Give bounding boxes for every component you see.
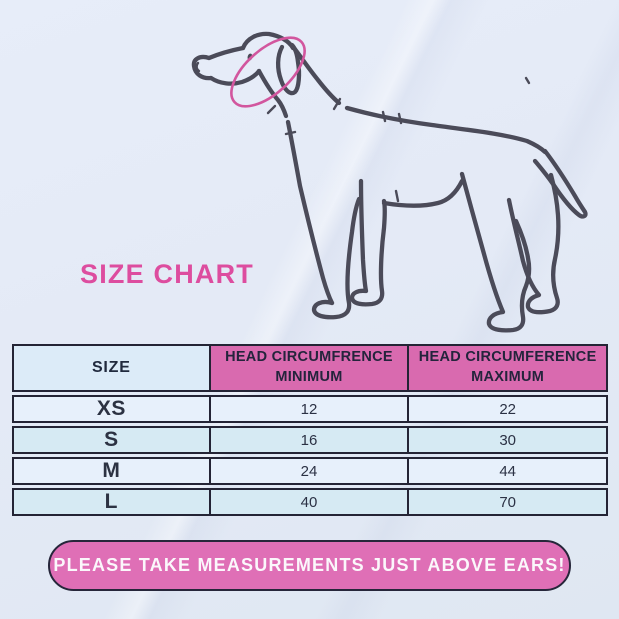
measurement-note-text: PLEASE TAKE MEASUREMENTS JUST ABOVE EARS… xyxy=(53,555,566,575)
max-value: 22 xyxy=(409,395,608,423)
table-row-l: L 40 70 xyxy=(12,488,608,516)
column-header-max-line2: MAXIMUM xyxy=(471,369,545,385)
size-label: S xyxy=(12,426,211,454)
table-row-xs: XS 12 22 xyxy=(12,395,608,423)
min-value: 40 xyxy=(210,488,410,516)
page-title: SIZE CHART xyxy=(80,259,254,289)
size-label: XS xyxy=(12,395,211,423)
measurement-note-banner: PLEASE TAKE MEASUREMENTS JUST ABOVE EARS… xyxy=(48,540,571,591)
size-label: L xyxy=(12,488,211,516)
size-label: M xyxy=(12,457,211,485)
dog-outline xyxy=(191,31,588,333)
measurement-tick-marks xyxy=(195,61,531,203)
column-header-max-line1: HEAD CIRCUMFERENCE xyxy=(418,349,597,366)
size-chart-table: SIZE HEAD CIRCUMFRENCE MINIMUM HEAD CIRC… xyxy=(12,341,608,519)
max-value: 70 xyxy=(409,488,608,516)
column-header-head-circumference-maximum: HEAD CIRCUMFERENCE MAXIMUM xyxy=(409,344,608,392)
table-row-s: S 16 30 xyxy=(12,426,608,454)
table-row-m: M 24 44 xyxy=(12,457,608,485)
column-header-min-line2: MINIMUM xyxy=(275,369,343,385)
min-value: 24 xyxy=(210,457,410,485)
column-header-min-line1: HEAD CIRCUMFRENCE xyxy=(225,349,393,366)
min-value: 12 xyxy=(210,395,410,423)
head-measurement-circle xyxy=(230,36,306,108)
table-header-row: SIZE HEAD CIRCUMFRENCE MINIMUM HEAD CIRC… xyxy=(12,344,608,392)
max-value: 44 xyxy=(409,457,608,485)
max-value: 30 xyxy=(409,426,608,454)
min-value: 16 xyxy=(210,426,410,454)
column-header-head-circumference-minimum: HEAD CIRCUMFRENCE MINIMUM xyxy=(210,344,410,392)
column-header-size: SIZE xyxy=(12,344,211,392)
